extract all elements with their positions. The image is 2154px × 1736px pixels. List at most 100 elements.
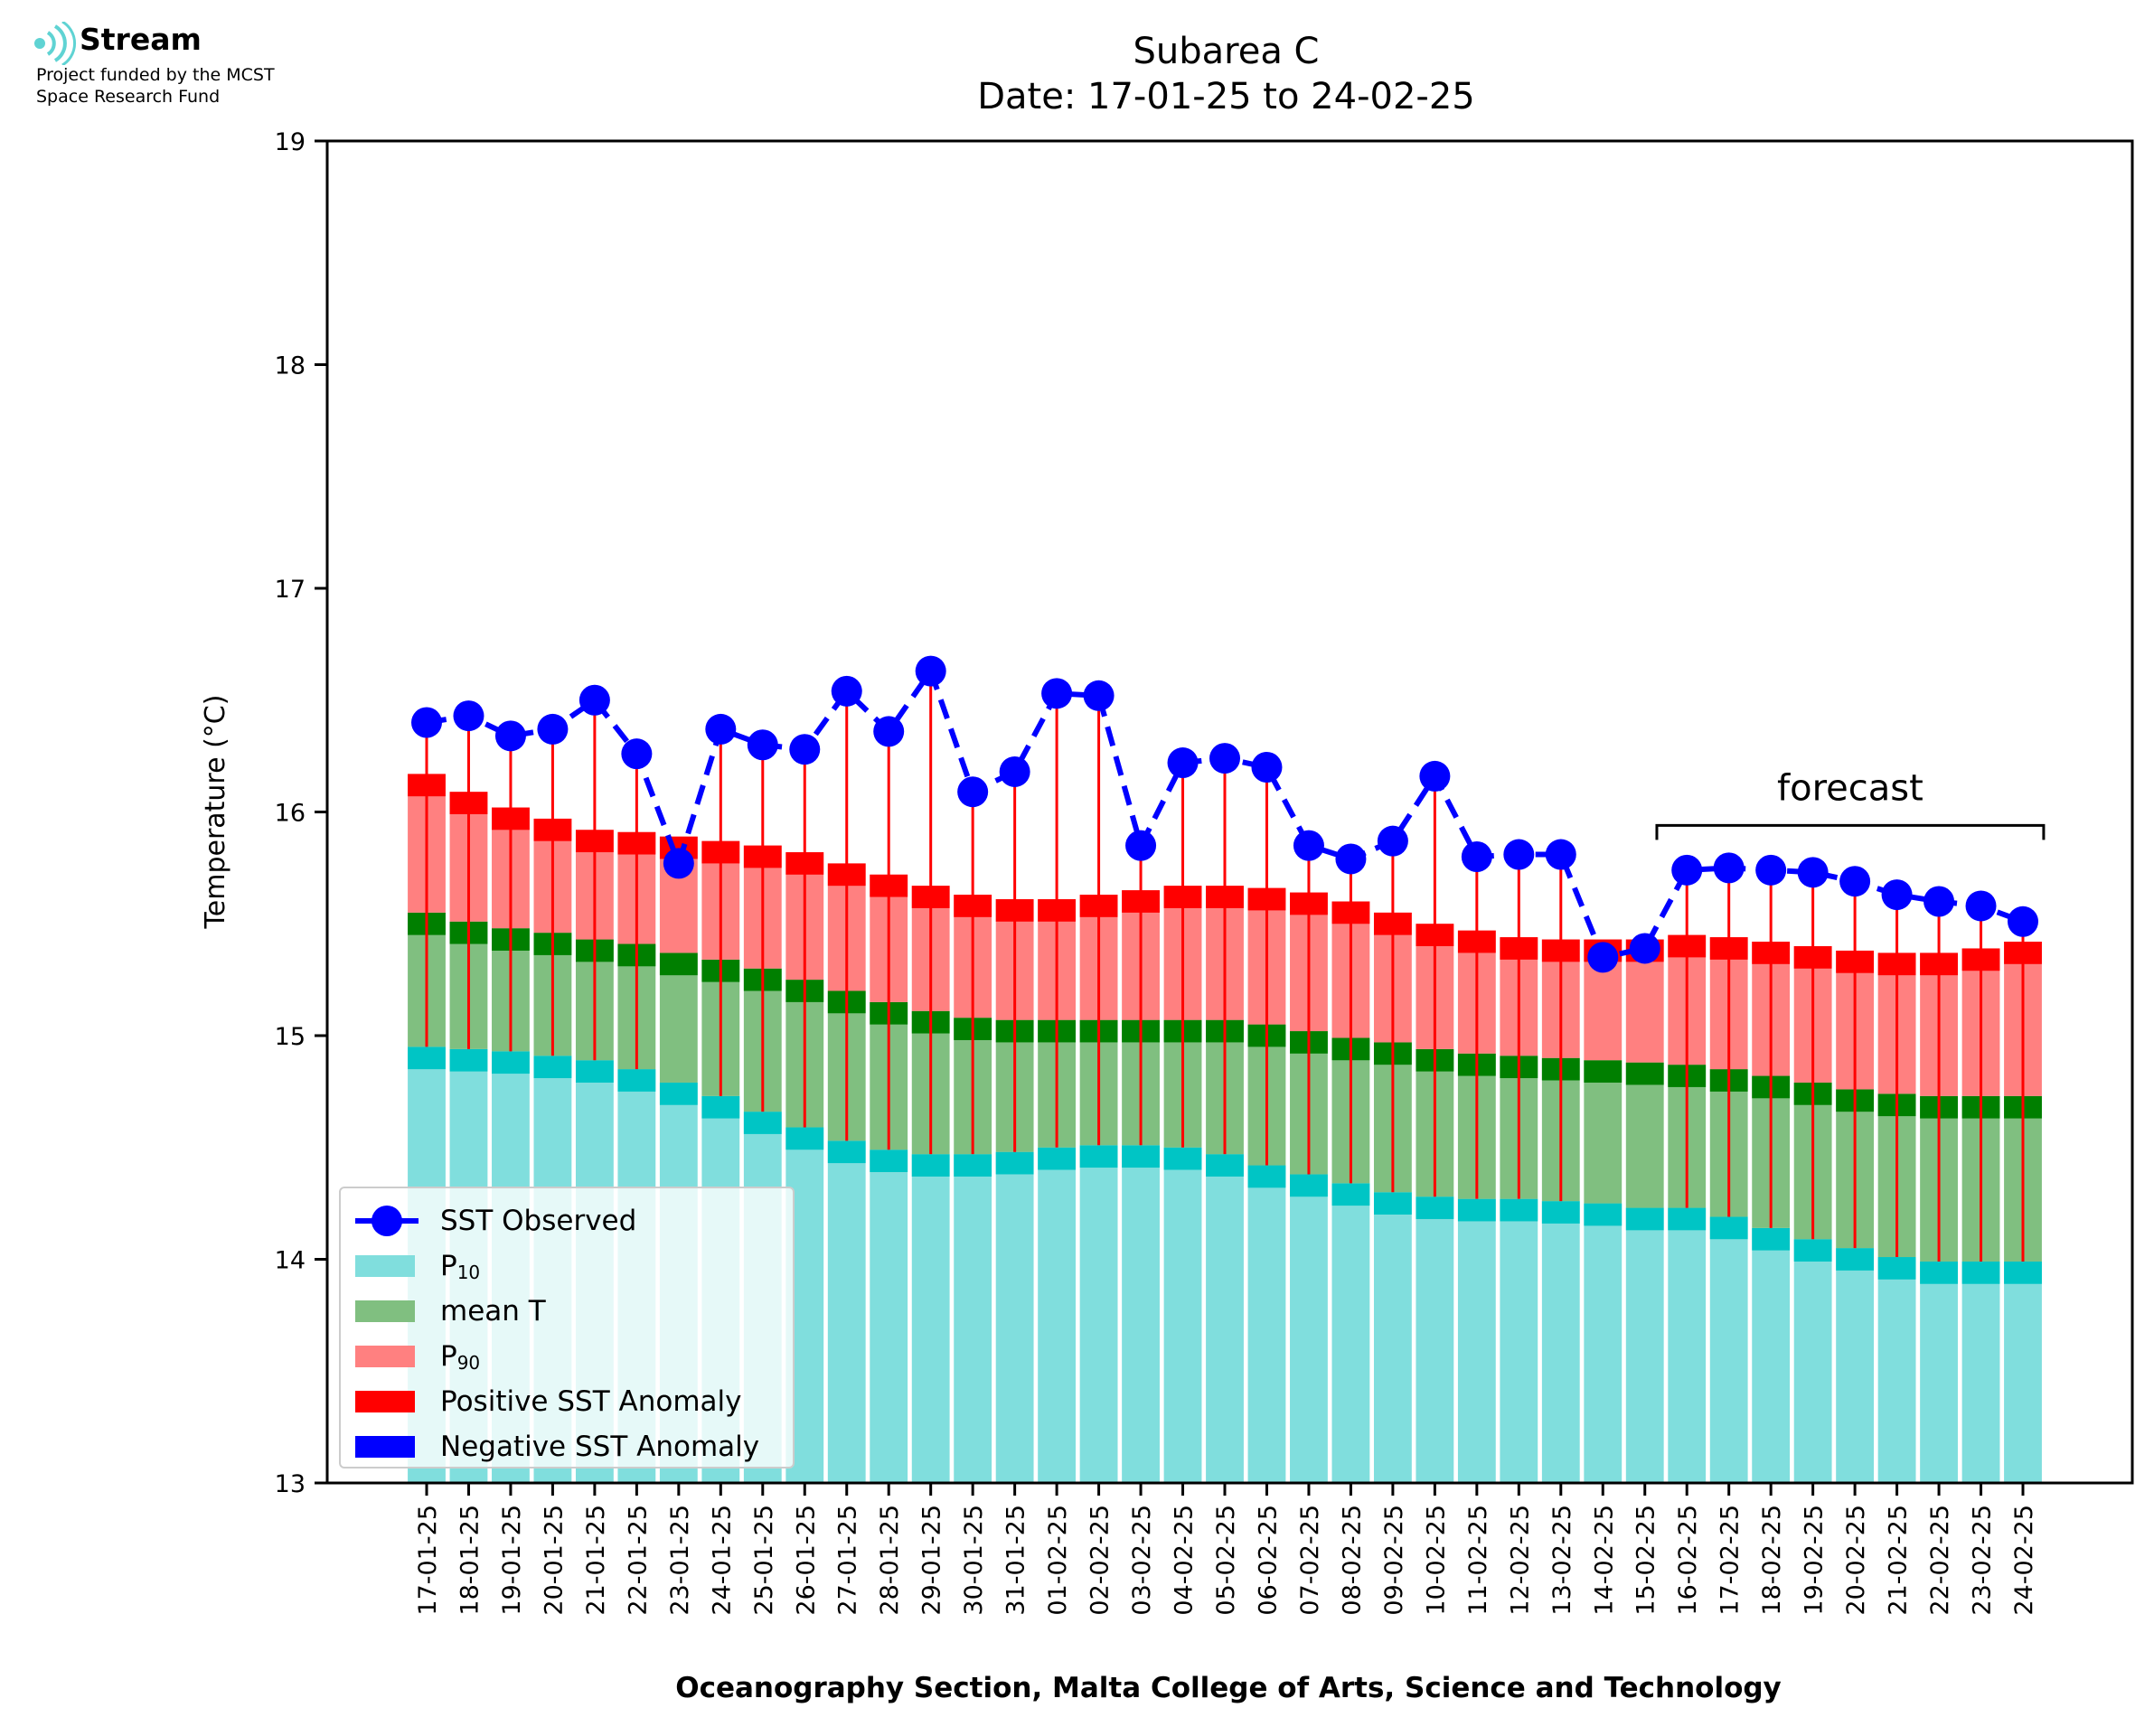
bar-p10-cap [617, 1069, 656, 1092]
bar-p10-cap [659, 1082, 698, 1105]
y-axis: 13 14 15 16 17 18 19 [275, 128, 327, 1498]
bar-p10-cap [1416, 1196, 1454, 1219]
legend-swatch [355, 1436, 415, 1458]
forecast-label: forecast [1777, 767, 1924, 809]
sst-observed-point [831, 675, 862, 707]
bar-p10-cap [1373, 1192, 1412, 1215]
x-tick-label: 23-01-25 [666, 1505, 694, 1616]
sst-observed-point [663, 848, 694, 879]
bar-p10-cap [954, 1154, 992, 1177]
bar-p10-cap [1836, 1248, 1875, 1271]
bar-p10 [1836, 1248, 1875, 1483]
legend-swatch [355, 1255, 415, 1277]
sst-observed-point [999, 755, 1030, 787]
sst-observed-point [578, 684, 610, 716]
bar-p10 [1038, 1147, 1077, 1483]
sst-observed-point [494, 720, 526, 752]
bar-p10-cap [995, 1151, 1034, 1175]
bar-p10 [954, 1154, 992, 1483]
sst-observed-point [789, 734, 821, 765]
bar-p10-cap [1079, 1145, 1118, 1168]
y-tick-label: 14 [275, 1247, 306, 1275]
x-tick-label: 29-01-25 [918, 1505, 946, 1616]
bar-p10-cap [2004, 1261, 2042, 1284]
legend-label: P10 [440, 1250, 481, 1283]
legend-label: P90 [440, 1340, 481, 1374]
legend: SST Observed P10 mean T P90 Positive SST Ano… [339, 1187, 795, 1469]
sst-observed-point [1713, 852, 1745, 884]
y-tick-label: 13 [275, 1470, 306, 1498]
y-tick-label: 18 [275, 352, 306, 380]
x-tick-label: 15-02-25 [1632, 1505, 1660, 1616]
sst-observed-point [1167, 747, 1199, 779]
sst-observed-point [621, 738, 653, 770]
sst-observed-point [1209, 743, 1240, 774]
bar-p10-cap [575, 1060, 614, 1083]
x-tick-label: 11-02-25 [1464, 1505, 1492, 1616]
bar-p10 [1500, 1198, 1538, 1483]
legend-label-subscript: 90 [456, 1352, 481, 1374]
x-tick-label: 16-02-25 [1674, 1505, 1702, 1616]
sst-observed-point [873, 716, 905, 747]
bar-p10-cap [827, 1140, 866, 1164]
legend-label: SST Observed [440, 1205, 637, 1237]
bar-p10 [2004, 1261, 2042, 1483]
x-tick-label: 05-02-25 [1212, 1505, 1240, 1616]
bar-p10 [870, 1150, 908, 1483]
bar-p10 [1668, 1207, 1707, 1483]
bar-p10-cap [1877, 1257, 1916, 1280]
signal-waves-icon [34, 22, 77, 65]
forecast-bracket: forecast [1655, 767, 2046, 840]
sst-observed-point [411, 707, 442, 738]
x-axis-label: Oceanography Section, Malta College of A… [675, 1672, 1782, 1704]
bar-p10-cap [911, 1154, 950, 1177]
bar-p10 [1416, 1196, 1454, 1483]
bar-p10-cap [701, 1095, 740, 1119]
x-tick-label: 22-01-25 [624, 1505, 652, 1616]
bar-p10 [1877, 1257, 1916, 1483]
chart-subtitle: Date: 17-01-25 to 24-02-25 [977, 76, 1475, 117]
sst-observed-point [1293, 830, 1324, 861]
legend-entry: SST Observed [341, 1199, 793, 1243]
x-tick-label: 10-02-25 [1422, 1505, 1450, 1616]
legend-entry: Negative SST Anomaly [341, 1425, 793, 1469]
y-tick-label: 16 [275, 800, 306, 828]
sst-observed-point [1335, 843, 1367, 875]
sst-observed-point [1461, 841, 1492, 872]
x-tick-label: 03-02-25 [1128, 1505, 1156, 1616]
forecast-bracket-line [1655, 823, 2046, 840]
sst-observed-point [1125, 830, 1157, 861]
bar-p10-cap [743, 1112, 782, 1134]
sst-observed-point [1251, 752, 1283, 783]
bar-p10-cap [1668, 1207, 1707, 1231]
x-tick-label: 28-01-25 [876, 1505, 904, 1616]
y-axis-label: Temperature (°C) [200, 695, 231, 930]
bar-p10 [1079, 1145, 1118, 1483]
bar-p10-cap [408, 1046, 446, 1070]
anomaly-layer [425, 671, 2025, 1262]
sst-observed-point [1924, 886, 1955, 917]
sst-observed-point [2008, 906, 2038, 937]
bar-p10 [1457, 1198, 1496, 1483]
bar-p10-cap [1625, 1207, 1664, 1231]
legend-label-subscript: 10 [456, 1262, 481, 1283]
sst-observed-point [1797, 857, 1829, 888]
x-tick-label: 21-02-25 [1885, 1505, 1913, 1616]
bar-p10 [1793, 1239, 1832, 1483]
sst-observed-point [747, 729, 778, 761]
bar-mean-cap [1584, 1060, 1623, 1083]
sst-observed-point [1755, 854, 1787, 886]
x-axis: 17-01-25 18-01-25 19-01-25 20-01-25 21-01-25… [414, 1483, 2038, 1616]
x-tick-label: 04-02-25 [1171, 1505, 1199, 1616]
y-tick-label: 15 [275, 1023, 306, 1051]
x-tick-label: 31-01-25 [1002, 1505, 1030, 1616]
bar-p10 [827, 1140, 866, 1483]
bar-p10 [1373, 1192, 1412, 1483]
sst-observed-point [1629, 933, 1660, 964]
bar-p10-cap [1163, 1147, 1202, 1170]
legend-entry: mean T [341, 1290, 793, 1333]
sst-line-layer [411, 655, 2038, 973]
x-tick-label: 01-02-25 [1044, 1505, 1072, 1616]
bar-p10-cap [785, 1127, 824, 1150]
bar-p10 [1331, 1183, 1370, 1483]
